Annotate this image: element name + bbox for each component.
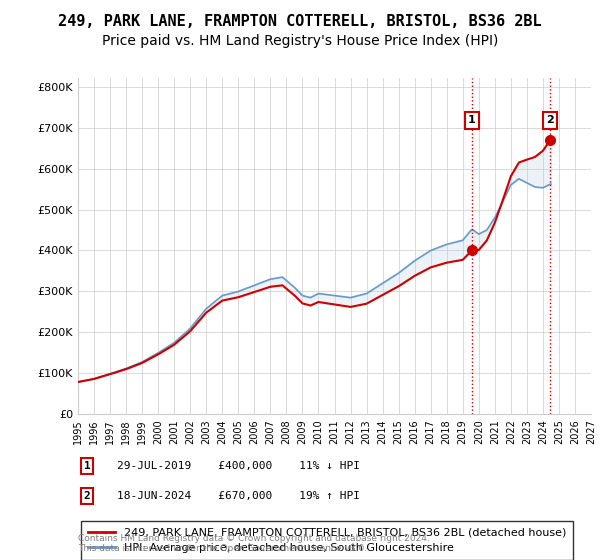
Text: 2: 2 bbox=[547, 115, 554, 125]
Legend: 249, PARK LANE, FRAMPTON COTTERELL, BRISTOL, BS36 2BL (detached house), HPI: Ave: 249, PARK LANE, FRAMPTON COTTERELL, BRIS… bbox=[81, 521, 574, 559]
Text: 1: 1 bbox=[83, 461, 91, 471]
Text: Price paid vs. HM Land Registry's House Price Index (HPI): Price paid vs. HM Land Registry's House … bbox=[102, 34, 498, 48]
Text: 2: 2 bbox=[83, 491, 91, 501]
Text: 29-JUL-2019    £400,000    11% ↓ HPI: 29-JUL-2019 £400,000 11% ↓ HPI bbox=[117, 461, 360, 471]
Text: Contains HM Land Registry data © Crown copyright and database right 2024.
This d: Contains HM Land Registry data © Crown c… bbox=[78, 534, 430, 553]
Text: 18-JUN-2024    £670,000    19% ↑ HPI: 18-JUN-2024 £670,000 19% ↑ HPI bbox=[117, 491, 360, 501]
Text: 249, PARK LANE, FRAMPTON COTTERELL, BRISTOL, BS36 2BL: 249, PARK LANE, FRAMPTON COTTERELL, BRIS… bbox=[58, 14, 542, 29]
Text: 1: 1 bbox=[468, 115, 476, 125]
